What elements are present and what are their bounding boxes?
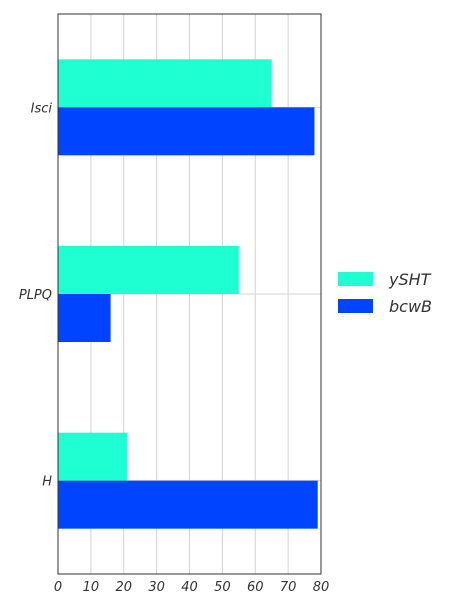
bar-ySHT-H (58, 432, 128, 481)
bar-bcwB-PLPQ (58, 294, 111, 342)
legend-swatch (338, 299, 373, 313)
x-tick-label: 70 (280, 580, 297, 595)
x-tick-label: 40 (181, 580, 198, 595)
legend: ySHT bcwB (338, 270, 432, 316)
bar-bcwB-Isci (58, 107, 315, 156)
x-tick-label: 30 (148, 580, 165, 595)
plot-frame (57, 13, 322, 575)
bar-ySHT-Isci (58, 59, 272, 108)
category-label: H (42, 475, 52, 490)
x-tick-label: 20 (115, 580, 132, 595)
y-tick-labels: Isci PLPQ H (19, 101, 53, 489)
legend-label: ySHT (388, 270, 432, 289)
bars (58, 59, 318, 529)
category-label: Isci (31, 101, 53, 116)
bar-bcwB-H (58, 480, 318, 529)
x-tick-labels: 0 10 20 30 40 50 60 70 80 (54, 580, 329, 595)
legend-swatch (338, 272, 373, 286)
category-label: PLPQ (19, 288, 52, 303)
bar-ySHT-PLPQ (58, 246, 239, 294)
x-tick-label: 0 (54, 580, 62, 595)
legend-label: bcwB (389, 297, 432, 316)
x-tick-label: 80 (313, 580, 330, 595)
x-tick-label: 10 (83, 580, 100, 595)
x-tick-label: 60 (247, 580, 264, 595)
x-tick-label: 50 (214, 580, 231, 595)
